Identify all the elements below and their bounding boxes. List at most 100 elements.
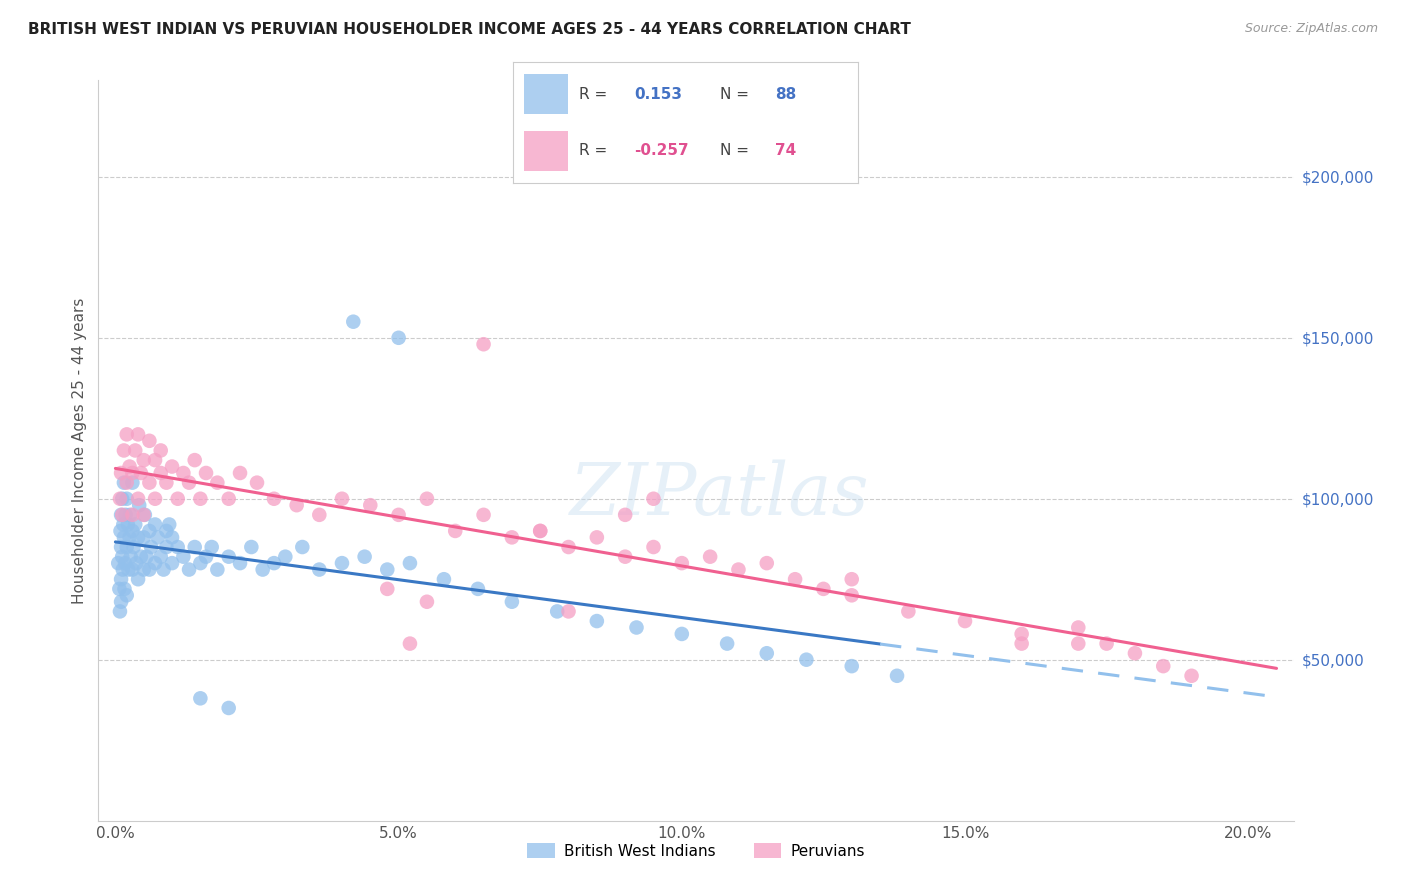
Point bbox=[263, 556, 285, 570]
Point bbox=[263, 491, 285, 506]
Point bbox=[112, 517, 135, 532]
Point bbox=[190, 556, 212, 570]
Point bbox=[107, 556, 129, 570]
Point bbox=[143, 491, 166, 506]
Point bbox=[149, 466, 172, 480]
Point bbox=[643, 540, 665, 554]
Point bbox=[121, 475, 143, 490]
Point bbox=[110, 572, 132, 586]
Point bbox=[195, 466, 218, 480]
Point bbox=[671, 627, 693, 641]
Point bbox=[716, 637, 738, 651]
Point bbox=[841, 588, 863, 602]
Point bbox=[155, 540, 177, 554]
Point bbox=[127, 572, 149, 586]
Point bbox=[727, 563, 749, 577]
Point bbox=[155, 475, 177, 490]
Point bbox=[614, 549, 637, 564]
Point bbox=[115, 475, 138, 490]
Point bbox=[121, 524, 143, 538]
Point bbox=[121, 466, 143, 480]
Point bbox=[897, 604, 920, 618]
Point bbox=[132, 508, 155, 522]
Point bbox=[467, 582, 489, 596]
Text: R =: R = bbox=[579, 87, 612, 102]
Point bbox=[375, 582, 398, 596]
Point bbox=[124, 443, 146, 458]
Point bbox=[111, 508, 134, 522]
Point bbox=[124, 517, 146, 532]
Point bbox=[201, 540, 224, 554]
Point bbox=[308, 563, 330, 577]
Point bbox=[330, 556, 353, 570]
Text: N =: N = bbox=[720, 87, 754, 102]
Point bbox=[190, 491, 212, 506]
Text: R =: R = bbox=[579, 144, 612, 159]
Y-axis label: Householder Income Ages 25 - 44 years: Householder Income Ages 25 - 44 years bbox=[72, 297, 87, 604]
FancyBboxPatch shape bbox=[523, 75, 568, 114]
Point bbox=[529, 524, 551, 538]
Point bbox=[546, 604, 568, 618]
Point bbox=[138, 563, 160, 577]
Point bbox=[246, 475, 269, 490]
Point bbox=[813, 582, 835, 596]
Point bbox=[841, 572, 863, 586]
Text: N =: N = bbox=[720, 144, 754, 159]
Point bbox=[112, 475, 135, 490]
Point bbox=[117, 517, 139, 532]
Point bbox=[118, 459, 141, 474]
Point bbox=[128, 498, 150, 512]
Point bbox=[501, 530, 523, 544]
Point bbox=[1180, 669, 1202, 683]
Point bbox=[557, 604, 579, 618]
Point bbox=[359, 498, 381, 512]
Point bbox=[285, 498, 308, 512]
Point bbox=[138, 434, 160, 448]
Point bbox=[110, 595, 132, 609]
Point bbox=[190, 691, 212, 706]
Point bbox=[132, 563, 155, 577]
Point bbox=[152, 563, 174, 577]
Point bbox=[121, 508, 143, 522]
Point bbox=[121, 563, 143, 577]
Point bbox=[160, 530, 183, 544]
Point bbox=[183, 540, 205, 554]
Point bbox=[115, 427, 138, 442]
Point bbox=[160, 556, 183, 570]
Point bbox=[135, 549, 157, 564]
Point bbox=[229, 466, 252, 480]
Point bbox=[114, 556, 136, 570]
Point bbox=[112, 443, 135, 458]
Point bbox=[841, 659, 863, 673]
Point bbox=[138, 524, 160, 538]
Point bbox=[108, 582, 131, 596]
Point bbox=[1095, 637, 1118, 651]
Point bbox=[111, 491, 134, 506]
FancyBboxPatch shape bbox=[523, 131, 568, 171]
Point bbox=[177, 475, 200, 490]
Point bbox=[1152, 659, 1174, 673]
Point bbox=[132, 530, 155, 544]
Point bbox=[375, 563, 398, 577]
Point bbox=[143, 453, 166, 467]
Point bbox=[207, 563, 229, 577]
Point bbox=[129, 549, 152, 564]
Point bbox=[1067, 637, 1090, 651]
Point bbox=[252, 563, 274, 577]
Point bbox=[416, 595, 439, 609]
Legend: British West Indians, Peruvians: British West Indians, Peruvians bbox=[522, 837, 870, 865]
Point bbox=[388, 508, 411, 522]
Point bbox=[134, 508, 156, 522]
Text: -0.257: -0.257 bbox=[634, 144, 689, 159]
Point bbox=[110, 524, 132, 538]
Point bbox=[353, 549, 375, 564]
Point bbox=[160, 459, 183, 474]
Point bbox=[149, 443, 172, 458]
Point bbox=[796, 653, 818, 667]
Point bbox=[218, 701, 240, 715]
Point bbox=[108, 491, 131, 506]
Point bbox=[416, 491, 439, 506]
Point bbox=[557, 540, 579, 554]
Point bbox=[218, 549, 240, 564]
Text: 88: 88 bbox=[775, 87, 796, 102]
